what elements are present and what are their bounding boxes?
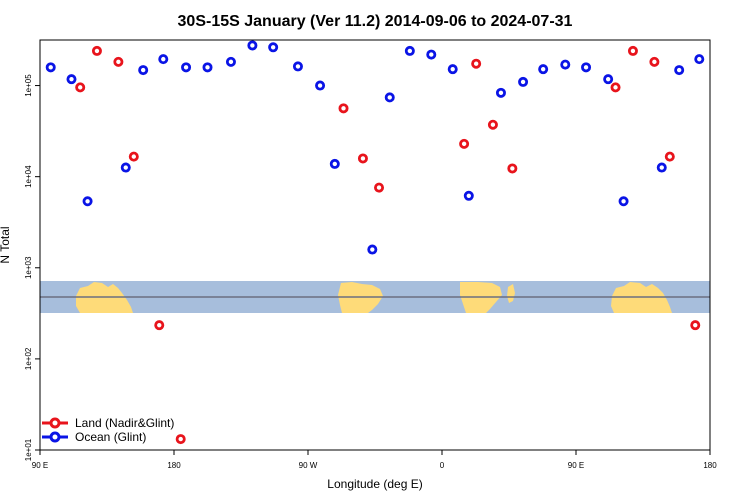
legend-entry-land: Land (Nadir&Glint)	[42, 416, 174, 430]
ocean-point-17	[426, 49, 437, 60]
legend: Land (Nadir&Glint) Ocean (Glint)	[42, 416, 174, 444]
land-point-15	[649, 56, 660, 67]
map-band	[40, 281, 710, 313]
map-land-madagascar	[507, 284, 515, 303]
y-tick-label: 1e+02	[24, 347, 33, 370]
ocean-point-7	[202, 62, 213, 73]
land-point-4	[154, 320, 165, 331]
y-tick-label: 1e+05	[24, 74, 33, 97]
x-axis-label: Longitude (deg E)	[327, 477, 422, 491]
land-point-13	[610, 82, 621, 93]
land-point-7	[357, 153, 368, 164]
legend-land-label: Land (Nadir&Glint)	[75, 416, 174, 430]
legend-ocean-marker	[49, 431, 61, 443]
ocean-point-13	[329, 158, 340, 169]
ocean-point-12	[315, 80, 326, 91]
y-axis: 1e+01 1e+02 1e+03 1e+04 1e+05	[24, 74, 40, 461]
chart-title: 30S-15S January (Ver 11.2) 2014-09-06 to…	[178, 13, 573, 30]
ocean-point-21	[518, 76, 529, 87]
ocean-point-22	[538, 64, 549, 75]
ocean-point-15	[384, 92, 395, 103]
y-tick-label: 1e+03	[24, 256, 33, 279]
land-point-12	[507, 163, 518, 174]
land-point-10	[471, 58, 482, 69]
ocean-point-26	[618, 196, 629, 207]
legend-entry-ocean: Ocean (Glint)	[42, 430, 146, 444]
land-point-0	[75, 82, 86, 93]
ocean-point-6	[181, 62, 192, 73]
land-point-5	[175, 434, 186, 445]
ocean-point-27	[656, 162, 667, 173]
ocean-point-25	[603, 74, 614, 85]
ocean-point-19	[463, 190, 474, 201]
ocean-point-8	[225, 56, 236, 67]
ocean-point-4	[138, 65, 149, 76]
plot-frame	[39, 39, 711, 451]
land-point-6	[338, 103, 349, 114]
legend-ocean-label: Ocean (Glint)	[75, 430, 146, 444]
land-point-1	[91, 45, 102, 56]
ocean-point-14	[367, 244, 378, 255]
ocean-point-23	[560, 59, 571, 70]
land-point-3	[128, 151, 139, 162]
ocean-point-2	[82, 196, 93, 207]
legend-land-marker	[49, 417, 61, 429]
ocean-point-5	[158, 54, 169, 65]
ocean-point-10	[268, 42, 279, 53]
land-point-17	[690, 320, 701, 331]
ocean-point-20	[495, 87, 506, 98]
x-tick-label: 0	[440, 461, 445, 470]
ocean-point-3	[120, 162, 131, 173]
ocean-point-18	[447, 64, 458, 75]
ocean-point-9	[247, 40, 258, 51]
data-points	[45, 40, 705, 445]
y-tick-label: 1e+04	[24, 165, 33, 188]
ocean-point-24	[581, 62, 592, 73]
ocean-point-1	[66, 74, 77, 85]
x-tick-label: 90 E	[32, 461, 48, 470]
land-point-14	[627, 45, 638, 56]
land-point-9	[459, 138, 470, 149]
ocean-point-11	[292, 61, 303, 72]
y-tick-label: 1e+01	[24, 438, 33, 461]
ocean-point-0	[45, 62, 56, 73]
ocean-point-29	[694, 54, 705, 65]
x-axis: 90 E 180 90 W 0 90 E 180	[32, 450, 717, 470]
x-tick-label: 90 W	[299, 461, 318, 470]
ocean-point-28	[674, 65, 685, 76]
land-point-2	[113, 56, 124, 67]
ocean-point-16	[404, 45, 415, 56]
land-point-8	[374, 182, 385, 193]
y-axis-label: N Total	[0, 226, 12, 263]
x-tick-label: 90 E	[568, 461, 584, 470]
land-point-11	[487, 119, 498, 130]
x-tick-label: 180	[167, 461, 181, 470]
x-tick-label: 180	[703, 461, 717, 470]
land-point-16	[664, 151, 675, 162]
